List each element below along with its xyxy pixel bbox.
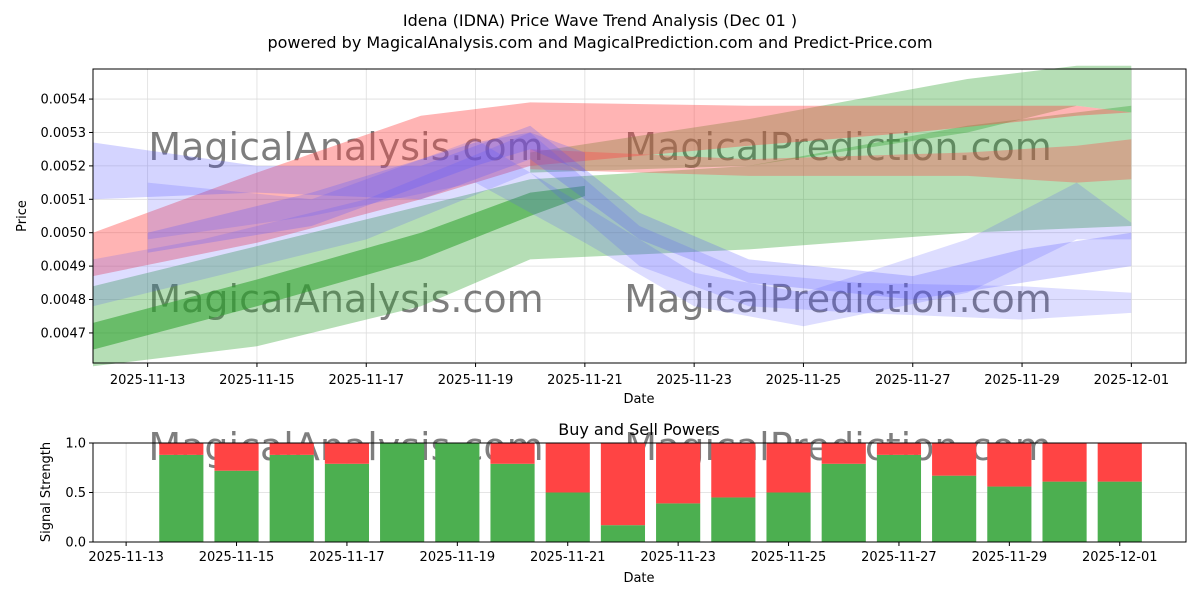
buy-bar <box>656 503 701 542</box>
top-x-tick-label: 2025-11-19 <box>438 373 514 388</box>
top-y-tick-label: 0.0048 <box>41 293 87 308</box>
sell-bar <box>711 443 756 498</box>
top-y-axis-label: Price <box>15 200 30 232</box>
buy-bar <box>159 454 204 542</box>
sell-bar <box>876 443 922 455</box>
top-y-tick-label: 0.0051 <box>41 193 87 208</box>
bottom-x-tick-label: 2025-11-29 <box>972 550 1048 565</box>
sell-bar <box>656 443 701 504</box>
bottom-x-tick-label: 2025-11-15 <box>199 550 275 565</box>
sell-bar <box>324 443 370 464</box>
top-x-tick-label: 2025-11-15 <box>219 373 295 388</box>
top-y-tick-label: 0.0049 <box>41 260 87 275</box>
top-y-tick-label: 0.0050 <box>41 226 87 241</box>
bottom-y-axis-label: Signal Strength <box>39 442 54 542</box>
wave-band-green-wave-wide <box>93 105 1132 367</box>
top-watermarks: MagicalAnalysis.com MagicalPrediction.co… <box>148 125 1051 321</box>
wave-band-blue-wave-1 <box>93 125 1132 300</box>
sell-bar <box>600 443 646 526</box>
bottom-y-ticks: 0.0 0.5 1.0 <box>65 437 93 551</box>
buy-bar <box>269 454 314 542</box>
wave-band-green-wave-upper <box>530 65 1132 173</box>
buy-sell-plot: Buy and Sell Powers MagicalAnalysis.com … <box>39 420 1187 586</box>
watermark-top-left: MagicalAnalysis.com <box>148 125 543 169</box>
buy-bar <box>380 443 425 542</box>
wave-band-blue-wave-2 <box>93 132 1132 320</box>
wave-band-green-wave-lower <box>93 185 585 350</box>
bottom-x-tick-label: 2025-11-17 <box>309 550 385 565</box>
top-y-tick-label: 0.0047 <box>41 326 87 341</box>
buy-bar <box>490 463 535 542</box>
buy-bar <box>324 463 370 542</box>
buy-bar <box>435 443 480 542</box>
top-x-tick-label: 2025-11-21 <box>547 373 623 388</box>
buy-sell-bars <box>159 443 1142 542</box>
top-x-tick-label: 2025-11-23 <box>656 373 732 388</box>
bottom-x-tick-label: 2025-11-25 <box>751 550 827 565</box>
buy-bar <box>1097 481 1142 542</box>
sell-bar <box>1097 443 1142 482</box>
chart-title: Idena (IDNA) Price Wave Trend Analysis (… <box>403 11 797 30</box>
bottom-plot-title: Buy and Sell Powers <box>558 420 720 439</box>
bottom-x-axis-label: Date <box>623 571 654 586</box>
top-x-tick-label: 2025-12-01 <box>1094 373 1170 388</box>
wave-band-red-wave-lower <box>530 139 1132 183</box>
wave-band-purple-wave <box>147 132 585 253</box>
top-x-axis-label: Date <box>623 392 654 407</box>
sell-bar <box>932 443 977 476</box>
top-y-tick-label: 0.0054 <box>41 93 87 108</box>
bottom-y-tick-label: 1.0 <box>65 437 86 452</box>
bottom-x-tick-label: 2025-11-21 <box>530 550 606 565</box>
top-grid <box>93 69 1186 363</box>
wave-band-red-wave-main <box>93 102 1132 277</box>
wave-band-blue-wave-3 <box>147 139 1132 327</box>
bottom-y-tick-label: 0.5 <box>65 486 86 501</box>
top-x-ticks: 2025-11-13 2025-11-15 2025-11-17 2025-11-19… <box>110 363 1169 388</box>
sell-bar <box>269 443 314 455</box>
watermark-mid-right: MagicalPrediction.com <box>624 277 1052 321</box>
sell-bar <box>821 443 866 464</box>
bottom-y-tick-label: 0.0 <box>65 536 86 551</box>
top-plot-background <box>93 69 1186 363</box>
bottom-x-tick-label: 2025-12-01 <box>1082 550 1158 565</box>
top-x-tick-label: 2025-11-25 <box>766 373 842 388</box>
top-x-tick-label: 2025-11-29 <box>984 373 1060 388</box>
bottom-x-tick-label: 2025-11-23 <box>640 550 716 565</box>
sell-bar <box>214 443 259 471</box>
chart-subtitle: powered by MagicalAnalysis.com and Magic… <box>267 33 932 52</box>
buy-bar <box>711 497 756 542</box>
top-y-ticks: 0.0047 0.0048 0.0049 0.0050 0.0051 0.0052 0.00… <box>41 93 93 341</box>
bottom-x-tick-label: 2025-11-13 <box>88 550 164 565</box>
sell-bar <box>987 443 1032 487</box>
top-plot-frame <box>92 68 1187 364</box>
wave-bands <box>93 65 1132 367</box>
buy-bar <box>766 492 811 542</box>
buy-bar <box>214 470 259 542</box>
buy-bar <box>1042 481 1087 542</box>
top-x-tick-label: 2025-11-17 <box>328 373 404 388</box>
sell-bar <box>1042 443 1087 482</box>
top-x-tick-label: 2025-11-27 <box>875 373 951 388</box>
sell-bar <box>766 443 811 493</box>
top-y-tick-label: 0.0052 <box>41 159 87 174</box>
buy-bar <box>600 525 646 542</box>
buy-bar <box>876 454 922 542</box>
buy-bar <box>545 492 590 542</box>
buy-bar <box>821 463 866 542</box>
watermark-top-right: MagicalPrediction.com <box>624 125 1052 169</box>
buy-bar <box>987 486 1032 542</box>
sell-bar <box>159 443 204 455</box>
bottom-x-tick-label: 2025-11-19 <box>420 550 496 565</box>
sell-bar <box>490 443 535 464</box>
sell-bar <box>545 443 590 493</box>
price-wave-plot: MagicalAnalysis.com MagicalPrediction.co… <box>15 65 1187 407</box>
buy-bar <box>932 475 977 542</box>
bottom-x-ticks: 2025-11-13 2025-11-15 2025-11-17 2025-11-19… <box>88 542 1158 565</box>
bottom-x-tick-label: 2025-11-27 <box>861 550 937 565</box>
top-x-tick-label: 2025-11-13 <box>110 373 186 388</box>
top-y-tick-label: 0.0053 <box>41 126 87 141</box>
